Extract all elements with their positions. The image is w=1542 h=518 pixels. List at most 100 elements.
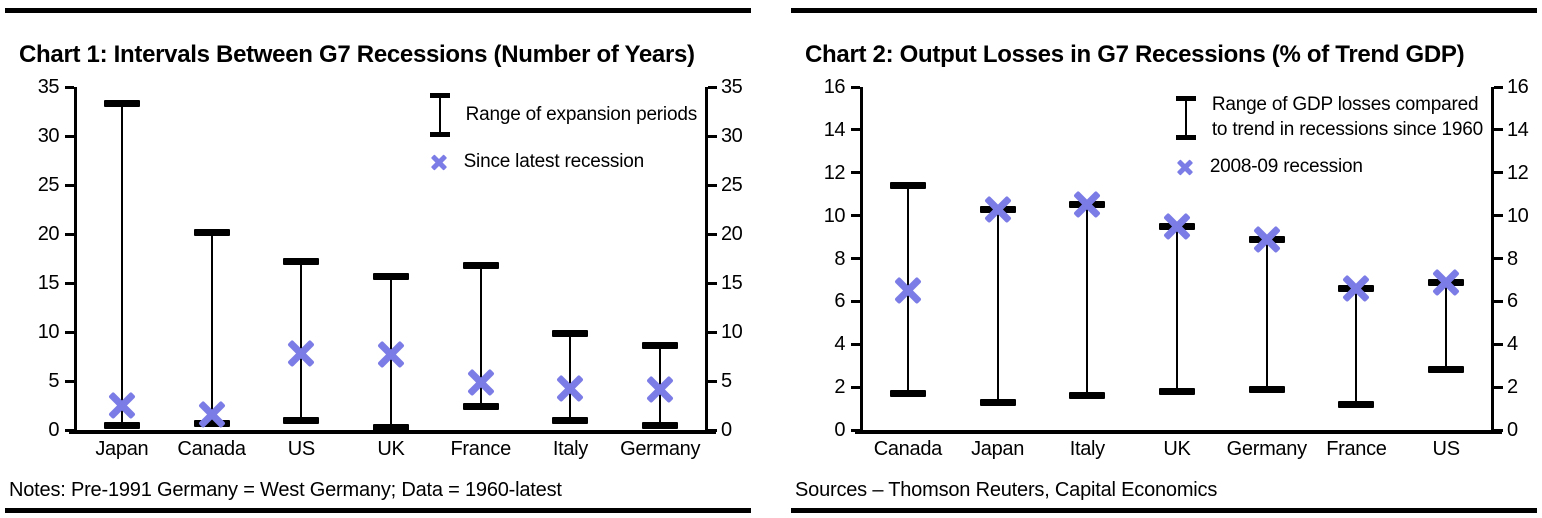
- range-cap-high-france: [462, 261, 499, 269]
- x-marker-uk: [374, 338, 408, 372]
- legend-label-marker: Since latest recession: [463, 151, 645, 172]
- y-tick-label-right: 25: [721, 174, 743, 196]
- chart2-title: Chart 2: Output Losses in G7 Recessions …: [805, 41, 1465, 68]
- x-marker-germany: [643, 373, 677, 407]
- chart1-legend: Range of expansion periods Since latest …: [429, 93, 698, 188]
- chart2-panel: Chart 2: Output Losses in G7 Recessions …: [791, 8, 1537, 513]
- x-marker-japan: [981, 192, 1015, 226]
- x-axis-label-france: France: [450, 438, 511, 460]
- range-whisker-japan: [120, 103, 123, 426]
- bottom-rule: [791, 508, 1537, 513]
- range-cap-low-canada: [889, 390, 926, 398]
- range-whisker-italy: [1086, 204, 1089, 396]
- y-tick-label-right: 8: [1507, 247, 1518, 270]
- y-tick-left: [851, 342, 860, 346]
- y-tick-left: [851, 257, 860, 260]
- x-marker-italy: [1070, 188, 1104, 222]
- range-cap-low-italy: [1069, 392, 1106, 400]
- y-tick-label-left: 10: [37, 321, 60, 343]
- x-marker-germany: [1250, 222, 1284, 256]
- x-marker-japan: [105, 389, 139, 423]
- x-marker-icon: [430, 153, 448, 171]
- y-tick-right: [1494, 128, 1503, 132]
- y-tick-label-left: 25: [37, 174, 60, 196]
- x-axis-label-canada: Canada: [177, 438, 246, 460]
- y-tick-label-right: 0: [1507, 419, 1518, 441]
- x-axis-label-germany: Germany: [1226, 438, 1307, 460]
- x-axis-label-uk: UK: [1163, 438, 1191, 460]
- y-tick-left: [65, 134, 74, 138]
- x-axis-label-japan: Japan: [95, 438, 149, 460]
- legend-item-range: Range of GDP losses compared to trend in…: [1175, 93, 1483, 142]
- x-marker-france: [464, 366, 498, 400]
- chart1-plot-area: Range of expansion periods Since latest …: [5, 76, 751, 475]
- y-tick-label-right: 15: [721, 272, 743, 294]
- legend-label-marker: 2008-09 recession: [1209, 156, 1363, 178]
- x-axis-label-us: US: [1432, 438, 1460, 460]
- y-tick-label-left: 16: [823, 76, 846, 98]
- range-cap-low-france: [462, 402, 499, 410]
- range-bar-icon: [429, 93, 450, 137]
- range-whisker-germany: [1265, 239, 1268, 390]
- y-tick-right: [708, 379, 717, 383]
- y-tick-right: [708, 85, 717, 89]
- y-tick-label-left: 30: [37, 125, 60, 147]
- range-cap-low-uk: [1159, 387, 1195, 395]
- y-tick-label-left: 6: [834, 290, 845, 313]
- x-axis-label-japan: Japan: [971, 438, 1025, 460]
- y-axis-left: [860, 87, 863, 434]
- range-whisker-france: [479, 265, 482, 407]
- legend-item-range: Range of expansion periods: [429, 93, 698, 137]
- y-tick-left: [65, 379, 74, 383]
- range-cap-low-japan: [979, 398, 1016, 406]
- y-tick-right: [708, 183, 717, 187]
- y-tick-right: [1494, 85, 1503, 89]
- x-axis-label-italy: Italy: [1069, 438, 1105, 460]
- y-tick-right: [1494, 171, 1503, 175]
- range-cap-low-us: [283, 416, 320, 424]
- y-tick-label-left: 35: [37, 76, 60, 98]
- y-tick-label-right: 20: [721, 223, 743, 245]
- chart2-plot-area: Range of GDP losses compared to trend in…: [791, 76, 1537, 475]
- y-tick-right: [1494, 299, 1503, 303]
- legend-label-range: Range of GDP losses compared to trend in…: [1211, 94, 1483, 140]
- range-cap-low-germany: [642, 421, 679, 429]
- range-cap-high-italy: [552, 330, 589, 338]
- x-axis-label-us: US: [287, 438, 315, 460]
- y-tick-label-right: 6: [1507, 290, 1518, 313]
- y-axis-right: [1491, 87, 1494, 434]
- range-cap-low-uk: [373, 423, 409, 431]
- y-tick-right: [1494, 214, 1503, 218]
- x-marker-us: [1429, 265, 1463, 299]
- y-tick-label-left: 20: [37, 223, 60, 245]
- y-tick-right: [1494, 342, 1503, 346]
- y-tick-label-left: 0: [834, 419, 845, 441]
- y-axis-left: [74, 87, 77, 434]
- x-marker-canada: [891, 274, 925, 308]
- x-marker-france: [1339, 272, 1373, 306]
- y-tick-label-right: 2: [1507, 376, 1518, 399]
- range-cap-low-us: [1428, 366, 1465, 374]
- y-tick-label-right: 10: [1507, 204, 1529, 227]
- x-marker-italy: [553, 372, 587, 406]
- y-tick-label-left: 10: [823, 204, 846, 227]
- y-tick-label-left: 14: [823, 118, 846, 141]
- x-axis-label-canada: Canada: [873, 438, 943, 460]
- chart1-notes: Notes: Pre-1991 Germany = West Germany; …: [9, 479, 562, 501]
- y-tick-right: [708, 232, 717, 236]
- legend-label-range: Range of expansion periods: [465, 103, 698, 125]
- x-axis: [69, 430, 716, 434]
- y-tick-label-right: 14: [1507, 118, 1529, 141]
- x-axis-label-uk: UK: [377, 438, 405, 460]
- y-tick-left: [65, 281, 74, 285]
- range-cap-low-italy: [552, 416, 589, 424]
- chart2-legend: Range of GDP losses compared to trend in…: [1175, 93, 1483, 193]
- top-rule: [791, 8, 1537, 13]
- y-tick-left: [851, 171, 860, 175]
- bottom-rule: [5, 508, 751, 513]
- x-axis-label-italy: Italy: [552, 438, 589, 460]
- y-tick-left: [851, 214, 860, 218]
- y-tick-left: [851, 128, 860, 132]
- y-tick-label-left: 8: [834, 247, 845, 270]
